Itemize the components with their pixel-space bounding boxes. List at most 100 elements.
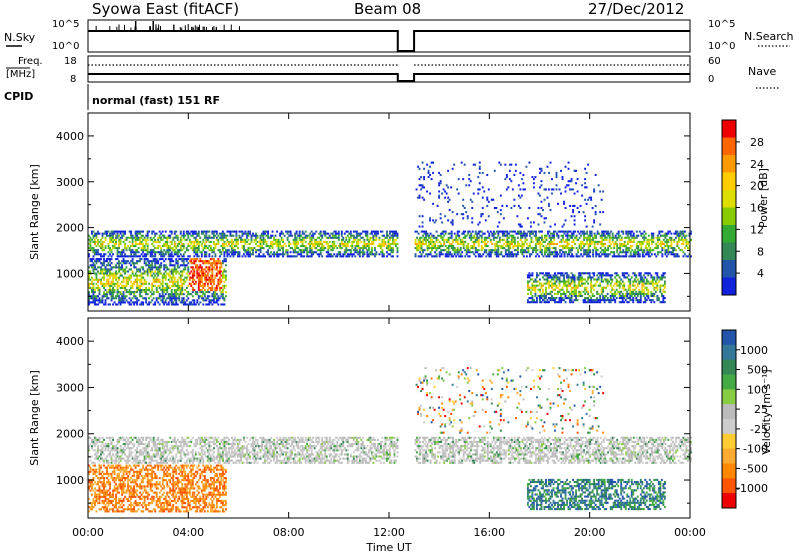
power-cell xyxy=(109,303,111,306)
power-cell xyxy=(546,301,549,304)
power-cell xyxy=(609,290,612,293)
power-cell xyxy=(559,240,561,243)
power-cell xyxy=(258,245,260,248)
power-cell xyxy=(625,232,628,235)
power-cell xyxy=(647,240,650,243)
power-cell xyxy=(629,282,632,285)
power-cell xyxy=(339,255,342,258)
power-cell xyxy=(651,294,654,298)
power-cell xyxy=(579,292,582,295)
power-cell xyxy=(590,240,593,243)
power-cell xyxy=(587,238,590,241)
power-cell xyxy=(115,278,117,281)
power-cell xyxy=(283,234,286,237)
power-cell xyxy=(130,264,133,267)
power-cell xyxy=(542,245,545,248)
power-cell xyxy=(607,234,610,237)
power-cell xyxy=(101,284,104,287)
power-cell xyxy=(441,232,444,235)
power-cell xyxy=(462,240,465,243)
power-cell xyxy=(215,264,218,267)
power-cell xyxy=(573,292,576,295)
power-cell xyxy=(639,280,642,283)
power-cell xyxy=(540,282,543,285)
power-cell xyxy=(262,247,265,250)
power-cell xyxy=(142,272,145,275)
power-cell xyxy=(527,230,530,233)
power-cell xyxy=(481,196,484,199)
power-cell xyxy=(560,240,563,243)
power-cell xyxy=(107,242,110,245)
power-cell xyxy=(560,301,562,304)
power-cell xyxy=(109,268,111,271)
power-cell xyxy=(136,268,139,271)
power-cell xyxy=(550,253,552,256)
power-cell xyxy=(214,293,217,296)
power-cell xyxy=(187,270,190,273)
power-cell xyxy=(301,242,304,245)
power-cell xyxy=(551,294,553,298)
power-cell xyxy=(163,289,166,292)
power-cell xyxy=(569,284,572,287)
power-cell xyxy=(677,236,680,239)
power-cell xyxy=(309,251,312,254)
power-cell xyxy=(485,255,488,258)
power-cell xyxy=(488,255,491,258)
power-cell xyxy=(185,286,188,289)
power-cell xyxy=(631,236,634,239)
power-cell xyxy=(573,294,576,298)
power-cell xyxy=(134,291,137,294)
power-cell xyxy=(238,230,241,233)
power-cell xyxy=(673,240,676,243)
power-cell xyxy=(366,232,369,235)
power-cell xyxy=(641,282,644,285)
power-cell xyxy=(154,253,157,256)
power-cell xyxy=(485,251,488,254)
power-cell xyxy=(95,274,98,277)
power-cell xyxy=(564,301,567,304)
power-cell xyxy=(534,236,537,239)
power-cell xyxy=(539,240,542,243)
power-cell xyxy=(416,249,418,252)
power-cell xyxy=(139,255,142,258)
power-cell xyxy=(354,245,357,248)
power-cell xyxy=(637,253,640,256)
power-cell xyxy=(579,280,582,283)
power-cell xyxy=(170,303,173,306)
power-cell xyxy=(683,238,686,241)
power-cell xyxy=(641,255,644,258)
power-cell xyxy=(370,240,373,243)
power-cell xyxy=(635,253,638,256)
power-cell xyxy=(300,240,303,243)
power-cell xyxy=(274,240,277,243)
power-cell xyxy=(110,284,113,287)
power-cell xyxy=(118,299,121,302)
power-cell xyxy=(545,272,547,275)
power-cell xyxy=(375,238,378,241)
power-cell xyxy=(175,272,178,275)
power-cell xyxy=(124,272,127,275)
power-cell xyxy=(499,209,502,212)
power-cell xyxy=(89,286,92,289)
power-cell xyxy=(671,249,674,252)
power-cell xyxy=(205,291,208,294)
power-cell xyxy=(134,297,137,300)
power-cell xyxy=(208,255,211,258)
power-cell xyxy=(485,236,488,239)
power-cell xyxy=(158,245,161,248)
power-cell xyxy=(259,251,262,254)
power-cell xyxy=(104,289,107,292)
power-cell xyxy=(157,280,160,283)
power-cell xyxy=(516,247,519,250)
power-cell xyxy=(327,232,330,235)
power-cell xyxy=(233,238,236,241)
power-cell xyxy=(594,278,597,281)
power-cell xyxy=(130,303,133,306)
power-cell xyxy=(538,288,541,291)
power-cell xyxy=(547,249,549,252)
power-cell xyxy=(576,278,579,281)
power-cell xyxy=(471,251,474,254)
power-cell xyxy=(128,249,131,252)
power-cell xyxy=(190,230,193,233)
power-cell xyxy=(197,303,200,306)
